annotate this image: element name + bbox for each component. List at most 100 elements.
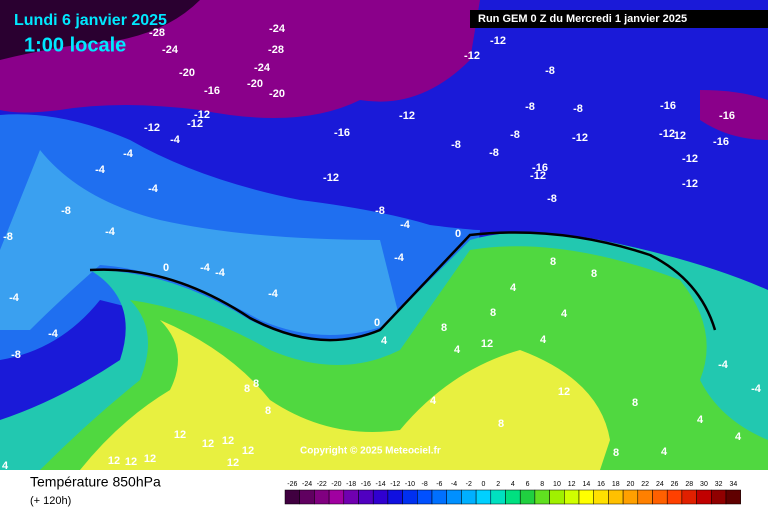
isotherm-label: 12: [558, 386, 570, 398]
legend-swatch: [314, 489, 330, 505]
isotherm-label: -4: [170, 134, 181, 146]
legend-swatch: [696, 489, 712, 505]
legend-label: 20: [627, 481, 635, 488]
isotherm-label: -4: [200, 262, 211, 274]
isotherm-label: -16: [204, 85, 220, 97]
isotherm-label: 4: [661, 446, 668, 458]
legend-label: -14: [375, 481, 385, 488]
isotherm-label: -8: [3, 231, 13, 243]
legend-label: 28: [685, 481, 693, 488]
legend-swatch: [608, 489, 624, 505]
legend-label: 2: [496, 481, 500, 488]
isotherm-label: 0: [374, 317, 380, 329]
coldest-region: [0, 0, 200, 60]
legend-label: 0: [481, 481, 485, 488]
isotherm-label: 8: [244, 383, 250, 395]
legend-swatch: [284, 489, 300, 505]
isotherm-label: -4: [268, 288, 279, 300]
isotherm-label: 4: [510, 282, 517, 294]
isotherm-label: 12: [125, 456, 137, 468]
isotherm-label: -12: [144, 122, 160, 134]
warm-region: [80, 320, 610, 470]
legend-swatch: [549, 489, 565, 505]
isotherm-label: -28: [268, 44, 284, 56]
isotherm-label: -4: [148, 183, 159, 195]
legend-swatch: [519, 489, 536, 505]
legend-swatch: [461, 489, 477, 505]
mild-cold-region: [0, 150, 400, 335]
footer-title: Température 850hPa: [30, 474, 161, 490]
isotherm-label: 4: [2, 460, 9, 472]
isotherm-label: -12: [194, 109, 210, 121]
isotherm-label: 8: [632, 397, 638, 409]
isotherm-label: -8: [547, 193, 557, 205]
isotherm-label: -12: [464, 50, 480, 62]
isotherm-label: -24: [162, 44, 179, 56]
isotherm-label: -12: [323, 172, 339, 184]
isotherm-label: -8: [61, 205, 71, 217]
legend-label: -22: [317, 481, 327, 488]
isotherm-label: -12: [682, 178, 698, 190]
legend-swatch: [328, 489, 345, 505]
isotherm-label: 12: [242, 445, 254, 457]
isotherm-label: 4: [697, 414, 704, 426]
isotherm-label: -24: [269, 23, 286, 35]
legend-label: 22: [641, 481, 649, 488]
isotherm-label: -20: [247, 78, 263, 90]
legend-swatch: [358, 489, 374, 505]
legend-swatch: [666, 489, 683, 505]
isotherm-label: -4: [105, 226, 116, 238]
legend-swatch: [711, 489, 727, 505]
isotherm-label: 8: [490, 307, 496, 319]
isotherm-label: -28: [149, 27, 165, 39]
isotherm-label: 8: [441, 322, 447, 334]
isotherm-label: -12: [490, 35, 506, 47]
isotherm-label: -20: [179, 67, 195, 79]
legend-label: 4: [511, 481, 515, 488]
legend-label: -16: [361, 481, 371, 488]
legend-swatch: [681, 489, 697, 505]
legend-label: -20: [331, 481, 341, 488]
isotherm-label: 8: [253, 378, 259, 390]
time-label: 1:00 locale: [24, 34, 126, 56]
isotherm-label: -4: [95, 164, 106, 176]
isotherm-label: 8: [498, 418, 504, 430]
isotherm-label: 8: [591, 268, 597, 280]
isotherm-label: -12: [187, 118, 203, 130]
legend-swatch: [593, 489, 609, 505]
isotherm-label: -16: [660, 100, 676, 112]
legend-swatch: [343, 489, 359, 505]
isotherm-label: -16: [713, 136, 729, 148]
legend-swatch: [402, 489, 418, 505]
legend-label: 10: [553, 481, 561, 488]
isotherm-label: -24: [254, 62, 271, 74]
isotherm-label: 4: [561, 308, 568, 320]
legend-label: 8: [540, 481, 544, 488]
legend-label: -10: [405, 481, 415, 488]
legend-swatch: [387, 489, 403, 505]
legend-label: -4: [451, 481, 457, 488]
isotherm-label: -12: [572, 132, 588, 144]
legend-swatch: [578, 489, 594, 505]
isotherm-label: -4: [48, 328, 59, 340]
legend-swatch: [725, 489, 741, 505]
isotherm-label: 12: [144, 453, 156, 465]
isotherm-label: -16: [532, 162, 548, 174]
isotherm-label: -12: [659, 128, 675, 140]
legend-label: 14: [582, 481, 590, 488]
isotherm-label: -4: [9, 292, 20, 304]
isotherm-label: 0: [163, 262, 169, 274]
isotherm-label: 4: [381, 335, 388, 347]
isotherm-label: 12: [174, 429, 186, 441]
legend-swatch: [564, 489, 580, 505]
isotherm-label: -8: [375, 205, 385, 217]
legend-swatch: [299, 489, 315, 505]
isotherm-label: -8: [11, 349, 21, 361]
legend-label: -2: [466, 481, 472, 488]
isotherm-label: 8: [613, 447, 619, 459]
isotherm-label: 0: [455, 228, 461, 240]
isotherm-label: 4: [430, 395, 437, 407]
legend-label: -18: [346, 481, 356, 488]
isotherm-label: -4: [394, 252, 405, 264]
isotherm-label: -16: [719, 110, 735, 122]
